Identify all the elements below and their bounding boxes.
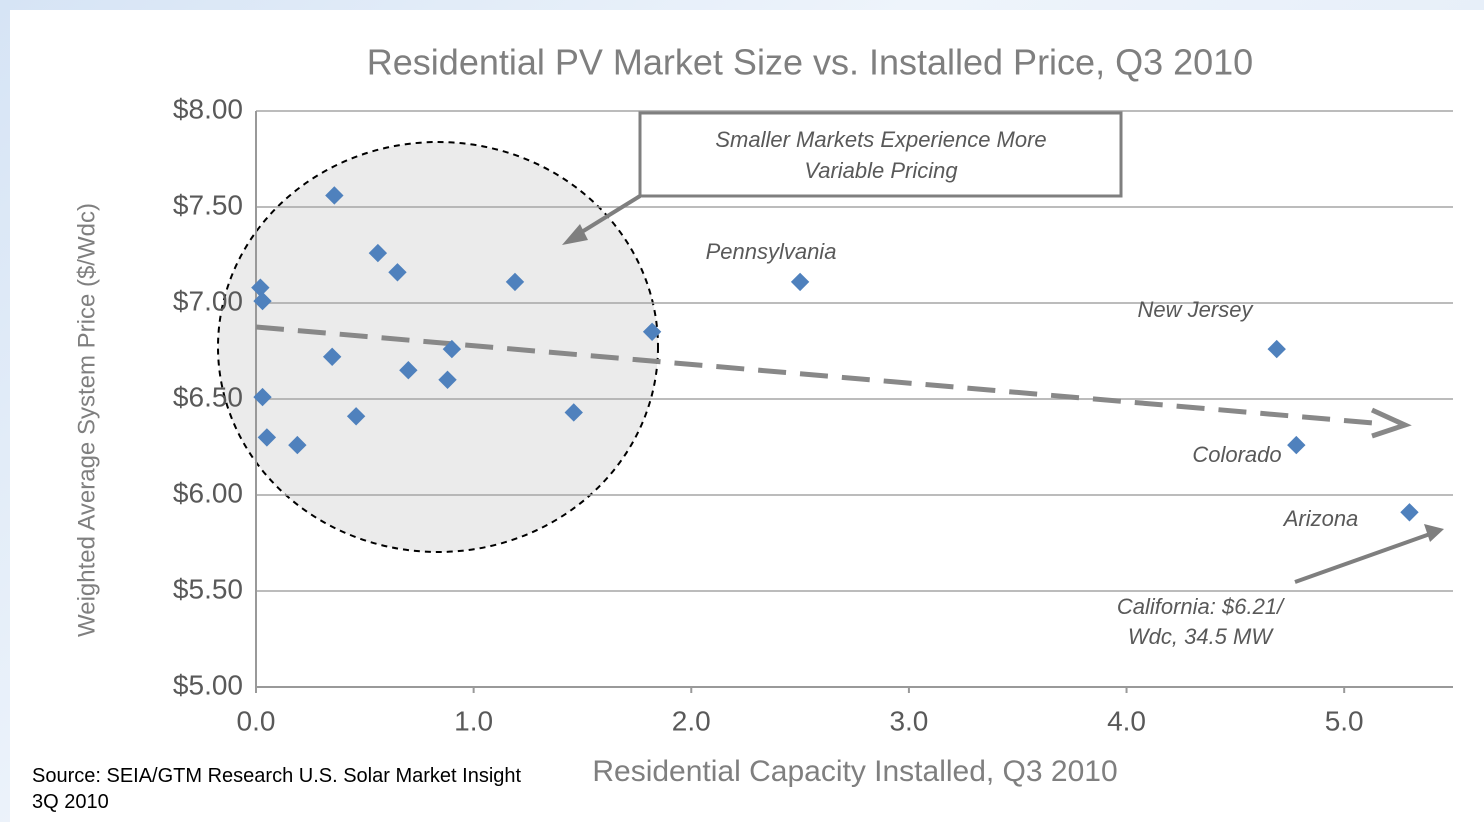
data-point	[1267, 339, 1286, 359]
annotation-arrowhead	[562, 224, 588, 245]
data-point	[253, 291, 272, 311]
y-tick-label: $7.00	[173, 285, 243, 316]
data-point	[388, 263, 407, 282]
y-tick-label: $8.00	[173, 93, 243, 124]
data-point	[368, 243, 388, 263]
data-point	[251, 278, 270, 297]
data-point	[253, 387, 272, 407]
data-point	[1287, 435, 1306, 455]
y-tick-label: $7.50	[173, 189, 243, 220]
x-tick-label: 4.0	[1107, 705, 1146, 736]
data-point	[564, 403, 583, 422]
california-annotation-line: California: $6.21/	[1117, 594, 1285, 619]
data-point	[438, 370, 457, 389]
y-tick-label: $6.00	[173, 477, 243, 508]
chart-title: Residential PV Market Size vs. Installed…	[367, 42, 1253, 83]
data-point	[1400, 503, 1419, 522]
trend-arrowhead	[1370, 407, 1412, 439]
data-point	[505, 272, 525, 292]
data-point	[642, 322, 662, 341]
data-point	[346, 407, 366, 426]
california-annotation-line: Wdc, 34.5 MW	[1128, 624, 1274, 649]
box-annotation-line: Smaller Markets Experience More	[715, 127, 1046, 152]
x-tick-label: 3.0	[889, 705, 928, 736]
point-label: Pennsylvania	[706, 239, 837, 264]
box-annotation-line: Variable Pricing	[804, 158, 958, 183]
x-tick-label: 2.0	[672, 705, 711, 736]
data-point	[288, 435, 307, 455]
data-point	[322, 347, 342, 366]
x-axis-label: Residential Capacity Installed, Q3 2010	[592, 755, 1117, 788]
source-note: Source: SEIA/GTM Research U.S. Solar Mar…	[32, 765, 522, 813]
data-point	[325, 186, 344, 205]
y-tick-label: $5.50	[173, 573, 243, 604]
data-point	[442, 339, 462, 359]
annotation-box	[638, 111, 1123, 198]
point-label: New Jersey	[1138, 297, 1255, 322]
y-tick-label: $6.50	[173, 381, 243, 412]
point-label: Arizona	[1282, 506, 1359, 531]
california-arrowhead	[1424, 524, 1444, 542]
highlight-circle	[217, 141, 659, 553]
data-point	[257, 428, 277, 447]
x-tick-label: 5.0	[1325, 705, 1364, 736]
y-axis-label: Weighted Average System Price ($/Wdc)	[73, 203, 100, 637]
california-arrow	[1294, 532, 1431, 584]
point-label: Colorado	[1192, 442, 1281, 467]
trend-line	[255, 324, 1386, 427]
x-tick-label: 0.0	[237, 705, 276, 736]
y-tick-label: $5.00	[173, 669, 243, 700]
data-point	[399, 361, 418, 380]
x-tick-label: 1.0	[454, 705, 493, 736]
data-point	[790, 272, 810, 292]
